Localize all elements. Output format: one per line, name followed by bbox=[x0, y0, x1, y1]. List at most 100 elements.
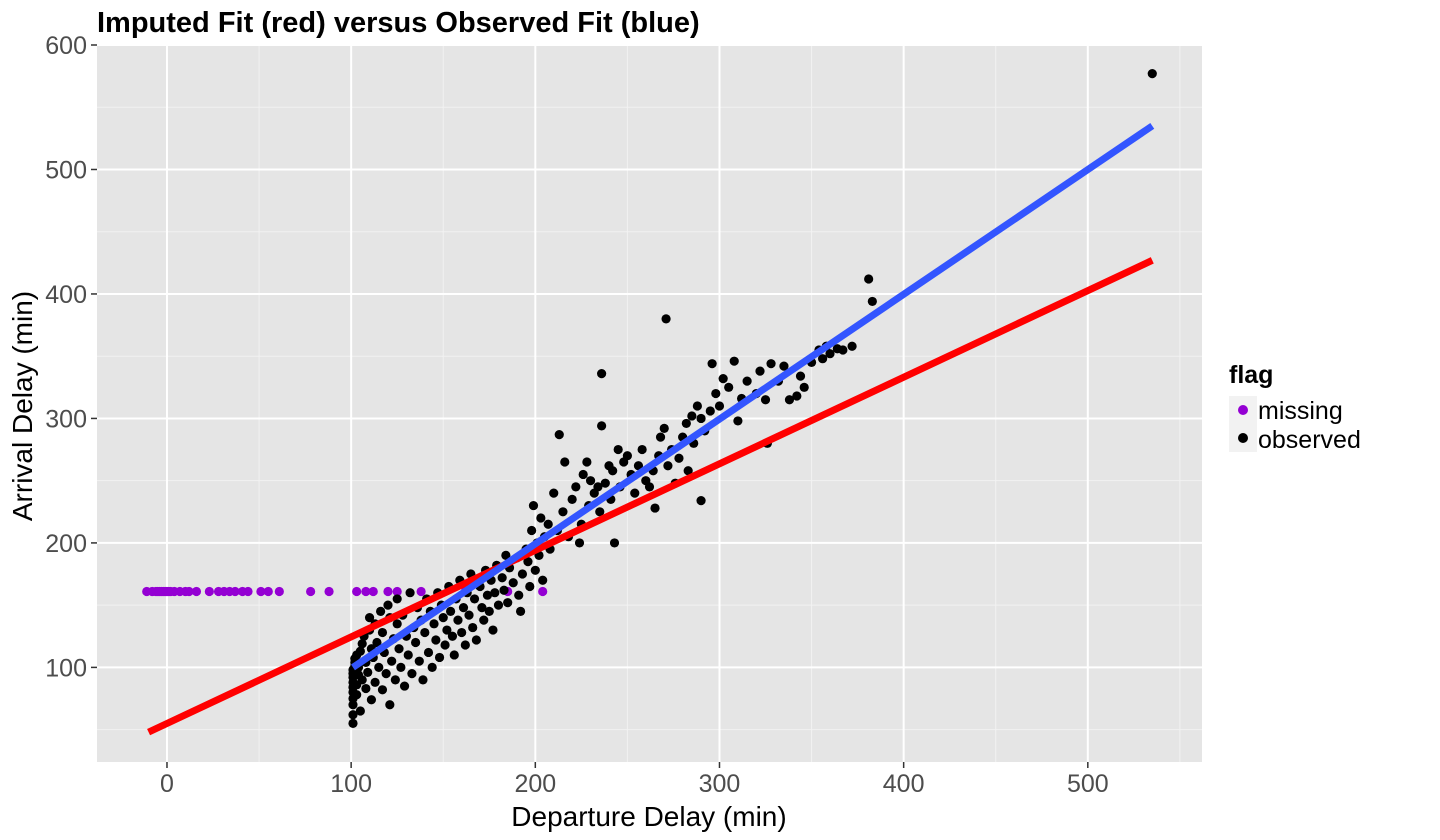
data-point-missing bbox=[256, 586, 266, 597]
data-point-observed bbox=[390, 675, 400, 685]
data-point-missing bbox=[306, 586, 316, 597]
data-point-observed bbox=[818, 354, 828, 364]
data-point-observed bbox=[525, 581, 535, 592]
data-point-observed bbox=[595, 507, 605, 517]
fit-lines bbox=[147, 123, 1155, 736]
data-point-observed bbox=[630, 488, 640, 498]
data-point-observed bbox=[692, 401, 702, 411]
data-point-observed bbox=[447, 631, 458, 641]
data-point-observed bbox=[423, 647, 434, 658]
data-point-observed bbox=[482, 590, 493, 600]
data-point-missing bbox=[368, 586, 378, 597]
data-point-observed bbox=[554, 430, 564, 440]
data-point-observed bbox=[659, 423, 669, 433]
observed-fit-line bbox=[351, 123, 1155, 671]
data-point-observed bbox=[784, 395, 795, 405]
x-tick-label: 0 bbox=[160, 770, 174, 798]
data-point-observed bbox=[501, 550, 511, 560]
data-point-observed bbox=[376, 606, 386, 616]
data-point-observed bbox=[674, 453, 684, 463]
data-point-observed bbox=[733, 416, 743, 426]
data-point-missing bbox=[274, 586, 284, 597]
data-point-observed bbox=[593, 482, 603, 492]
data-point-observed bbox=[348, 710, 358, 720]
data-point-observed bbox=[536, 513, 546, 523]
data-point-observed bbox=[538, 575, 548, 585]
data-point-observed bbox=[361, 683, 371, 694]
legend-dot-missing bbox=[1238, 405, 1248, 415]
data-point-observed bbox=[355, 706, 365, 716]
data-point-missing bbox=[538, 586, 548, 597]
data-point-observed bbox=[374, 662, 384, 672]
data-point-observed bbox=[514, 590, 524, 600]
data-point-observed bbox=[1147, 69, 1157, 79]
data-point-observed bbox=[469, 594, 480, 604]
data-point-observed bbox=[847, 341, 857, 351]
data-point-observed bbox=[392, 619, 402, 629]
x-tick-label: 100 bbox=[330, 770, 372, 798]
data-point-observed bbox=[460, 640, 470, 650]
data-point-observed bbox=[609, 538, 620, 548]
data-point-observed bbox=[434, 652, 445, 663]
data-point-missing bbox=[392, 586, 402, 597]
data-point-observed bbox=[578, 469, 588, 480]
data-point-observed bbox=[392, 594, 402, 604]
data-point-observed bbox=[372, 637, 382, 648]
data-point-observed bbox=[488, 625, 498, 635]
x-axis-ticks: 0 100 200 300 400 500 bbox=[160, 762, 1109, 798]
data-point-observed bbox=[407, 669, 417, 679]
data-point-observed bbox=[779, 361, 789, 371]
data-point-observed bbox=[414, 656, 424, 666]
data-point-missing bbox=[204, 586, 214, 597]
data-point-observed bbox=[363, 667, 373, 677]
data-point-observed bbox=[383, 600, 393, 610]
data-point-observed bbox=[597, 369, 607, 379]
data-point-observed bbox=[687, 411, 697, 421]
data-point-observed bbox=[394, 644, 404, 654]
legend-label-missing: missing bbox=[1258, 397, 1343, 425]
legend-label-observed: observed bbox=[1258, 426, 1361, 454]
data-point-observed bbox=[622, 451, 633, 461]
data-point-observed bbox=[503, 598, 513, 608]
y-tick-label: 400 bbox=[45, 281, 87, 309]
data-point-observed bbox=[613, 444, 623, 455]
data-point-observed bbox=[696, 413, 706, 424]
data-point-observed bbox=[458, 603, 469, 613]
data-point-observed bbox=[760, 395, 771, 405]
y-tick-label: 500 bbox=[45, 156, 87, 184]
data-point-observed bbox=[479, 615, 489, 625]
data-point-observed bbox=[508, 578, 518, 588]
data-point-observed bbox=[582, 457, 592, 467]
data-point-observed bbox=[530, 565, 540, 575]
data-point-missing bbox=[263, 586, 273, 597]
data-point-observed bbox=[517, 569, 528, 579]
x-tick-label: 200 bbox=[514, 770, 556, 798]
x-tick-label: 400 bbox=[883, 770, 925, 798]
data-point-observed bbox=[381, 669, 391, 679]
data-point-observed bbox=[711, 388, 721, 399]
data-point-observed bbox=[663, 461, 673, 471]
data-point-observed bbox=[364, 613, 375, 623]
data-point-observed bbox=[449, 650, 459, 660]
data-point-observed bbox=[355, 646, 365, 656]
data-point-observed bbox=[366, 695, 377, 705]
data-point-observed bbox=[644, 482, 655, 492]
data-point-observed bbox=[724, 382, 734, 392]
data-point-observed bbox=[464, 610, 474, 620]
imputed-fit-line bbox=[147, 257, 1154, 736]
data-point-observed bbox=[438, 613, 448, 623]
data-point-observed bbox=[637, 444, 647, 455]
data-point-observed bbox=[742, 376, 752, 386]
data-point-observed bbox=[440, 640, 450, 650]
data-point-observed bbox=[608, 466, 618, 476]
data-point-missing bbox=[416, 586, 426, 597]
data-point-observed bbox=[729, 356, 739, 366]
x-tick-label: 300 bbox=[699, 770, 741, 798]
legend-title: flag bbox=[1229, 361, 1273, 389]
data-point-observed bbox=[571, 482, 581, 492]
data-point-missing bbox=[324, 586, 334, 597]
data-point-observed bbox=[427, 662, 437, 672]
x-axis-title: Departure Delay (min) bbox=[511, 801, 786, 832]
data-point-missing bbox=[184, 586, 194, 597]
